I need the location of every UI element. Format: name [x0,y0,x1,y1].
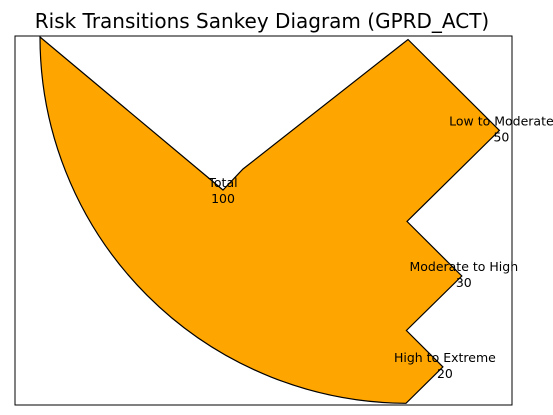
sankey-flow-shape [39,35,501,404]
flow-value-2: 20 [437,366,453,381]
chart-title: Risk Transitions Sankey Diagram (GPRD_AC… [35,9,490,33]
flow-label-0: Low to Moderate [449,113,553,128]
flow-value-0: 50 [493,129,509,144]
flow-value-1: 30 [456,275,472,290]
plot-frame [14,35,513,406]
flow-label-1: Moderate to High [409,259,518,274]
flow-label-2: High to Extreme [394,350,496,365]
source-value: 100 [211,191,235,206]
source-label: Total [207,175,237,190]
